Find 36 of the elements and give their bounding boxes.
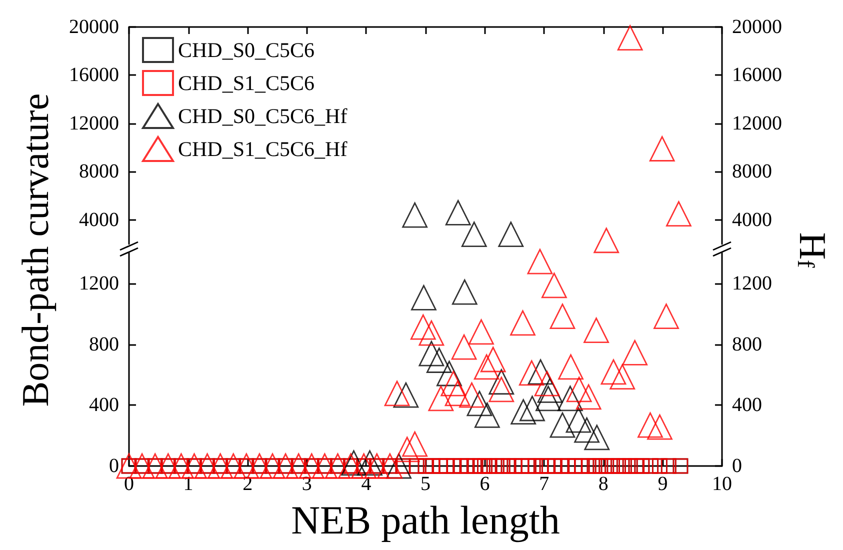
legend-label: CHD_S1_C5C6_Hf xyxy=(178,137,348,161)
y-tick-label: 400 xyxy=(89,394,119,416)
y-axis-title: Bond-path curvature xyxy=(15,93,57,407)
y2-tick-label: 16000 xyxy=(732,64,782,86)
y-tick-label: 20000 xyxy=(69,16,119,38)
y2-tick-label: 12000 xyxy=(732,112,782,134)
x-tick-label: 9 xyxy=(658,473,668,495)
y2-axis-title: Hf xyxy=(791,232,833,268)
x-tick-label: 6 xyxy=(480,473,490,495)
x-tick-label: 1 xyxy=(183,473,194,495)
x-tick-label: 3 xyxy=(302,473,312,495)
y2-tick-label: 800 xyxy=(732,333,762,356)
y-tick-label: 4000 xyxy=(79,208,119,231)
y-tick-label: 1200 xyxy=(79,272,119,294)
x-tick-label: 2 xyxy=(242,473,253,495)
x-tick-label: 0 xyxy=(124,473,134,495)
legend-label: CHD_S1_C5C6 xyxy=(178,71,315,95)
legend-label: CHD_S0_C5C6_Hf xyxy=(178,104,348,128)
y2-tick-label: 4000 xyxy=(732,208,772,231)
y-tick-label: 800 xyxy=(89,333,119,356)
y-tick-label: 8000 xyxy=(79,160,119,183)
y2-tick-label: 1200 xyxy=(732,272,772,294)
y2-tick-label: 400 xyxy=(732,394,762,416)
x-axis-title: NEB path length xyxy=(291,498,560,542)
x-tick-label: 10 xyxy=(712,473,732,495)
y-tick-label: 0 xyxy=(109,455,119,477)
x-tick-label: 4 xyxy=(361,473,372,495)
x-tick-label: 7 xyxy=(539,473,550,495)
y2-tick-label: 0 xyxy=(732,455,742,477)
y2-tick-label: 8000 xyxy=(732,160,772,183)
x-tick-label: 8 xyxy=(598,473,608,495)
y2-tick-label: 20000 xyxy=(732,16,782,38)
y-tick-label: 12000 xyxy=(69,112,119,134)
legend-label: CHD_S0_C5C6 xyxy=(178,38,315,62)
y-tick-label: 16000 xyxy=(69,64,119,86)
x-tick-label: 5 xyxy=(420,473,430,495)
